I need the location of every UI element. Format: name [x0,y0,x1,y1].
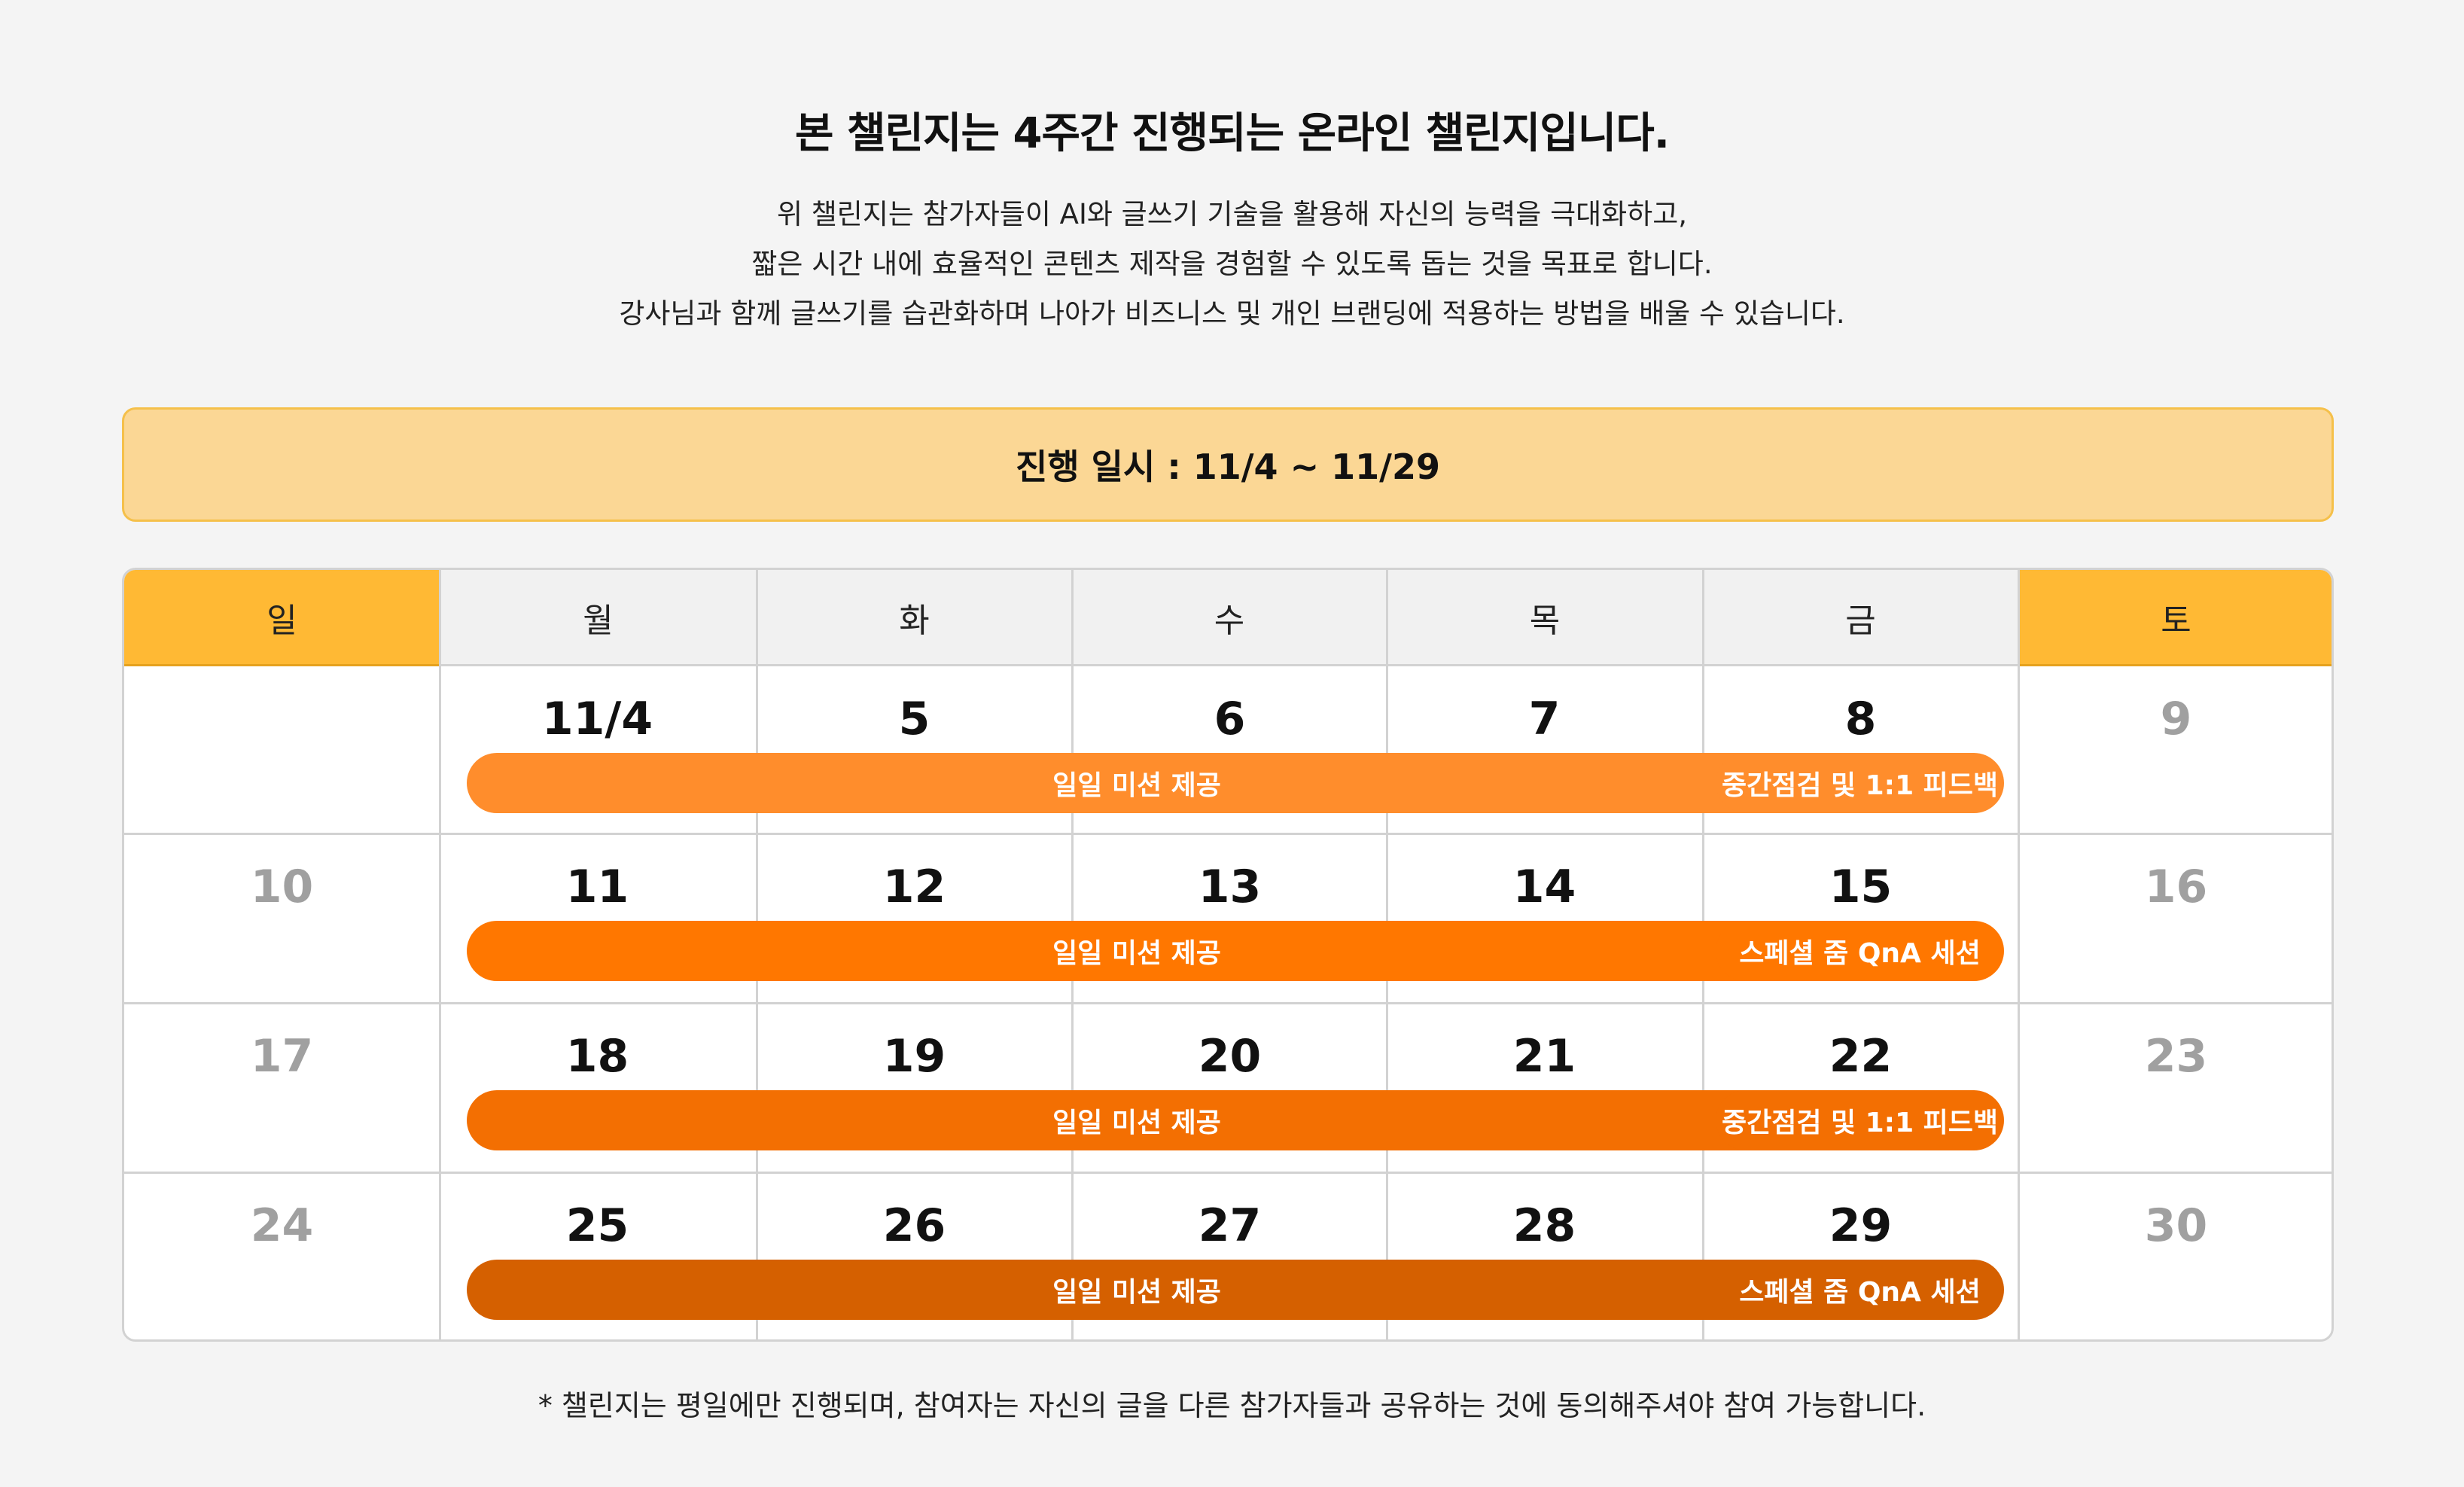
day-number: 25 [565,1199,629,1252]
day-number: 11/4 [541,693,653,745]
friday-event-pill: 중간점검 및 1:1 피드백 [1716,753,2004,813]
weekday-header: 화 [757,570,1072,666]
row-divider [124,833,2332,835]
day-number: 17 [250,1030,314,1083]
daily-mission-bar: 일일 미션 제공 [467,753,1807,813]
day-number: 5 [898,693,930,745]
weekday-header: 일 [124,570,440,666]
description: 위 챌린지는 참가자들이 AI와 글쓰기 기술을 활용해 자신의 능력을 극대화… [0,190,2464,339]
day-number: 30 [2144,1199,2208,1252]
day-number: 14 [1512,861,1576,913]
description-line: 강사님과 함께 글쓰기를 습관화하며 나아가 비즈니스 및 개인 브랜딩에 적용… [619,297,1845,330]
day-number: 21 [1512,1030,1576,1083]
day-number: 26 [882,1199,946,1252]
column-divider [439,570,441,1339]
day-number: 24 [250,1199,314,1252]
friday-event-pill: 스페셜 줌 QnA 세션 [1716,921,2004,981]
day-number: 10 [250,861,314,913]
day-number: 8 [1844,693,1877,745]
description-line: 짧은 시간 내에 효율적인 콘텐츠 제작을 경험할 수 있도록 돕는 것을 목표… [751,248,1713,280]
weekday-header: 수 [1072,570,1387,666]
weekday-header: 토 [2018,570,2332,666]
daily-mission-bar: 일일 미션 제공 [467,921,1807,981]
weekday-header: 목 [1387,570,1703,666]
day-number: 9 [2160,693,2192,745]
row-divider [124,1002,2332,1004]
period-banner: 진행 일시 : 11/4 ~ 11/29 [122,407,2334,522]
day-number: 28 [1512,1199,1576,1252]
description-line: 위 챌린지는 참가자들이 AI와 글쓰기 기술을 활용해 자신의 능력을 극대화… [776,198,1688,230]
day-number: 18 [565,1030,629,1083]
day-number: 13 [1198,861,1262,913]
page-title: 본 챌린지는 4주간 진행되는 온라인 챌린지입니다. [794,109,1670,158]
footnote: * 챌린지는 평일에만 진행되며, 참여자는 자신의 글을 다른 참가자들과 공… [538,1389,1926,1422]
weekday-header: 금 [1703,570,2018,666]
daily-mission-bar: 일일 미션 제공 [467,1260,1807,1320]
calendar: 일 월 화 수 목 금 토 11/4 5 6 7 8 9 일일 미션 제공 중간점검 및 1:1 피드백 10… [122,568,2334,1342]
day-number: 15 [1829,861,1893,913]
day-number: 12 [882,861,946,913]
row-divider [124,1172,2332,1174]
day-number: 16 [2144,861,2208,913]
day-number: 22 [1829,1030,1893,1083]
day-number: 23 [2144,1030,2208,1083]
day-number: 29 [1829,1199,1893,1252]
friday-event-pill: 스페셜 줌 QnA 세션 [1716,1260,2004,1320]
day-number: 20 [1198,1030,1262,1083]
daily-mission-bar: 일일 미션 제공 [467,1090,1807,1150]
day-number: 11 [565,861,629,913]
day-number: 7 [1528,693,1561,745]
day-number: 19 [882,1030,946,1083]
weekday-header: 월 [440,570,757,666]
day-number: 27 [1198,1199,1262,1252]
column-divider [2018,570,2020,1339]
day-number: 6 [1214,693,1246,745]
friday-event-pill: 중간점검 및 1:1 피드백 [1716,1090,2004,1150]
